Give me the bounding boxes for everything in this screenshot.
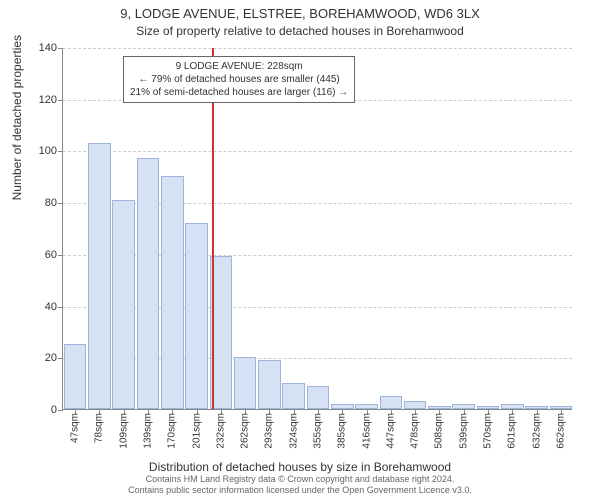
bar [185,223,208,409]
bar [161,176,184,409]
bar [282,383,305,409]
xtick-label: 293sqm [264,413,275,449]
bar [404,401,427,409]
gridline [63,48,572,49]
xtick-label: 601sqm [507,413,518,449]
ytick-label: 120 [39,94,57,106]
xtick-label: 662sqm [555,413,566,449]
xtick-label: 478sqm [410,413,421,449]
bar [234,357,257,409]
y-axis-label: Number of detached properties [10,35,24,200]
xtick-label: 232sqm [215,413,226,449]
xtick-label: 385sqm [337,413,348,449]
attribution: Contains HM Land Registry data © Crown c… [0,474,600,496]
bar [88,143,111,409]
ytick-label: 0 [51,404,57,416]
ytick-mark [58,358,63,359]
annotation-box: 9 LODGE AVENUE: 228sqm ← 79% of detached… [123,56,355,103]
xtick-label: 447sqm [385,413,396,449]
ytick-mark [58,307,63,308]
annotation-line-3: 21% of semi-detached houses are larger (… [130,86,348,99]
bar [307,386,330,409]
ytick-label: 20 [45,352,57,364]
gridline [63,151,572,152]
ytick-mark [58,48,63,49]
plot-area: 02040608010012014047sqm78sqm109sqm139sqm… [62,48,572,410]
xtick-label: 170sqm [167,413,178,449]
bar [137,158,160,409]
xtick-label: 262sqm [240,413,251,449]
xtick-label: 109sqm [118,413,129,449]
x-axis-label: Distribution of detached houses by size … [0,460,600,474]
attribution-line-1: Contains HM Land Registry data © Crown c… [0,474,600,485]
ytick-label: 100 [39,145,57,157]
ytick-mark [58,255,63,256]
ytick-label: 140 [39,42,57,54]
ytick-label: 40 [45,301,57,313]
bar [380,396,403,409]
bar [258,360,281,409]
ytick-mark [58,151,63,152]
bar [112,200,135,409]
xtick-label: 139sqm [143,413,154,449]
attribution-line-2: Contains public sector information licen… [0,485,600,496]
xtick-label: 201sqm [191,413,202,449]
ytick-mark [58,203,63,204]
chart-subtitle: Size of property relative to detached ho… [0,22,600,38]
annotation-line-2: ← 79% of detached houses are smaller (44… [130,73,348,86]
xtick-label: 632sqm [531,413,542,449]
ytick-label: 60 [45,249,57,261]
annotation-line-1: 9 LODGE AVENUE: 228sqm [130,60,348,73]
ytick-mark [58,410,63,411]
ytick-label: 80 [45,197,57,209]
xtick-label: 47sqm [70,413,81,443]
xtick-label: 570sqm [483,413,494,449]
xtick-label: 508sqm [434,413,445,449]
xtick-label: 355sqm [313,413,324,449]
xtick-label: 78sqm [94,413,105,443]
chart-title: 9, LODGE AVENUE, ELSTREE, BOREHAMWOOD, W… [0,0,600,22]
chart-container: 9, LODGE AVENUE, ELSTREE, BOREHAMWOOD, W… [0,0,600,500]
xtick-label: 324sqm [288,413,299,449]
xtick-label: 416sqm [361,413,372,449]
ytick-mark [58,100,63,101]
xtick-label: 539sqm [458,413,469,449]
bar [64,344,87,409]
